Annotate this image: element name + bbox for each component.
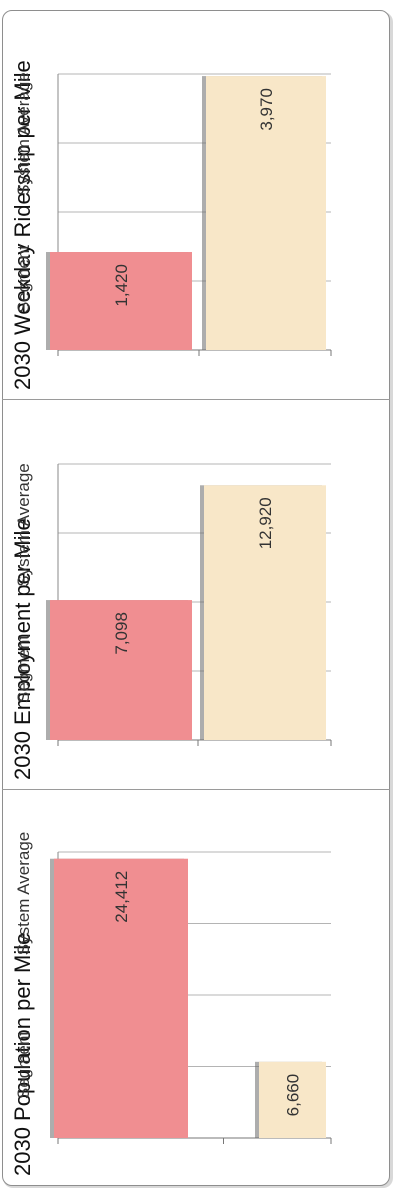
- bar: [259, 1061, 326, 1138]
- value-label: 7,098: [112, 612, 131, 655]
- value-label: 1,420: [112, 264, 131, 307]
- bar: [50, 600, 192, 740]
- bar: [204, 485, 326, 740]
- value-label: 24,412: [112, 871, 131, 923]
- bar: [206, 76, 326, 350]
- category-label: System Average: [14, 831, 33, 956]
- value-label: 6,660: [284, 1074, 303, 1117]
- category-label: Segment: [14, 1030, 33, 1100]
- category-label: Segment: [14, 634, 33, 704]
- population-plot: 24,412 6,660: [50, 851, 332, 1144]
- ridership-chart: 2030 Weekday Ridership per Mile 1,420 3,9…: [0, 10, 401, 400]
- category-label: Segment: [14, 244, 33, 314]
- bar: [54, 858, 188, 1138]
- employment-chart: 2030 Employment per Mile 7,098 12,920 Seg…: [0, 400, 401, 790]
- population-chart: 2030 Population per Mile 24,412 6,660 Seg…: [0, 790, 401, 1186]
- category-label: System Average: [14, 72, 33, 196]
- category-label: System Average: [14, 463, 33, 587]
- value-label: 12,920: [256, 497, 275, 549]
- employment-plot: 7,098 12,920: [46, 463, 332, 746]
- bar: [50, 252, 192, 350]
- ridership-plot: 1,420 3,970: [46, 73, 332, 356]
- value-label: 3,970: [257, 88, 276, 131]
